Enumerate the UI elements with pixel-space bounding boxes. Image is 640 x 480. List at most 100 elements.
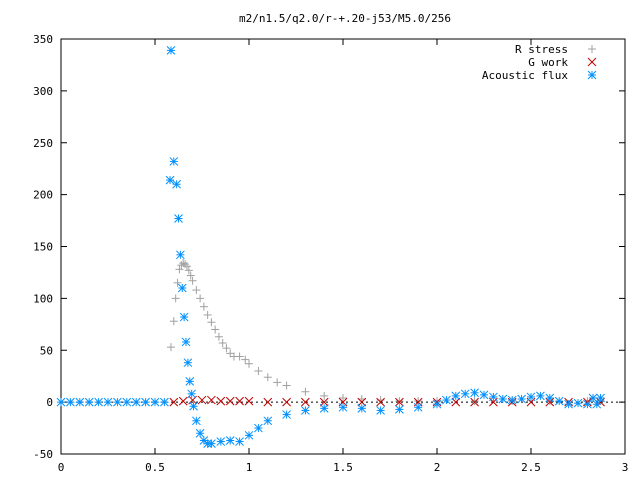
data-point	[187, 389, 197, 399]
data-point	[470, 397, 479, 407]
x-tick-label: 3	[622, 461, 629, 474]
x-tick-label: 2	[434, 461, 441, 474]
y-tick-label: 200	[33, 189, 53, 202]
data-point	[188, 276, 197, 285]
data-point	[214, 332, 223, 341]
data-point	[395, 397, 404, 407]
data-point	[470, 388, 479, 398]
data-point	[122, 397, 132, 407]
data-point	[222, 344, 231, 353]
data-point	[254, 367, 263, 375]
data-point	[113, 397, 122, 407]
data-point	[199, 302, 208, 311]
data-point	[442, 395, 451, 405]
y-tick-label: 50	[40, 344, 53, 357]
data-point	[207, 439, 216, 448]
series-g-work	[169, 395, 605, 407]
data-point	[178, 396, 188, 406]
data-point	[216, 437, 226, 446]
data-point	[244, 430, 254, 440]
data-point	[165, 175, 175, 185]
chart-title: m2/n1.5/q2.0/r-+.20-j53/M5.0/256	[239, 12, 451, 25]
data-point	[179, 312, 189, 322]
data-point	[536, 391, 545, 401]
data-point	[376, 406, 385, 415]
data-point	[498, 394, 508, 404]
x-tick-label: 0	[58, 461, 65, 474]
data-point	[176, 250, 185, 260]
data-point	[319, 403, 329, 413]
data-point	[460, 389, 470, 399]
data-point	[376, 397, 385, 407]
data-point	[189, 401, 198, 411]
data-point	[172, 179, 181, 189]
data-point	[273, 378, 282, 387]
data-point	[225, 396, 235, 406]
data-point	[184, 266, 193, 275]
data-point	[301, 387, 310, 396]
data-point	[171, 294, 180, 303]
data-point	[131, 397, 141, 407]
data-point	[183, 358, 193, 368]
series-acoustic-flux	[56, 46, 605, 448]
data-point	[181, 260, 190, 269]
y-tick-label: 0	[46, 396, 53, 409]
legend-label: Acoustic flux	[482, 69, 568, 82]
legend-label: G work	[528, 56, 568, 69]
data-point	[301, 406, 310, 415]
data-point	[241, 355, 250, 364]
data-point	[432, 399, 442, 409]
data-point	[338, 402, 348, 412]
data-point	[339, 393, 347, 402]
data-point	[94, 397, 103, 407]
data-point	[175, 265, 184, 274]
data-point	[263, 397, 273, 407]
data-point	[173, 278, 182, 287]
data-point	[207, 318, 216, 327]
data-point	[596, 393, 605, 403]
data-point	[470, 397, 479, 406]
data-point	[211, 325, 220, 334]
x-tick-label: 1.5	[333, 461, 353, 474]
data-point	[150, 397, 160, 407]
legend-marker	[587, 70, 597, 80]
data-point	[181, 337, 191, 347]
data-point	[451, 391, 461, 401]
data-point	[526, 392, 536, 402]
data-point	[263, 373, 272, 382]
y-tick-label: 250	[33, 137, 53, 150]
data-point	[218, 338, 227, 347]
data-point	[103, 397, 113, 407]
data-point	[319, 397, 329, 407]
data-point	[192, 416, 201, 426]
data-point	[507, 395, 517, 405]
data-point	[216, 396, 226, 406]
data-point	[573, 398, 583, 408]
x-tick-label: 1	[246, 461, 253, 474]
data-point	[545, 397, 555, 407]
data-point	[517, 394, 526, 404]
y-tick-label: 350	[33, 33, 53, 46]
data-point	[182, 262, 191, 271]
data-point	[141, 397, 150, 407]
data-point	[225, 436, 235, 445]
data-point	[56, 397, 66, 407]
series-r-stress	[166, 259, 605, 406]
data-point	[592, 399, 602, 409]
series-layer	[56, 46, 605, 448]
data-point	[195, 428, 205, 438]
data-point	[174, 214, 183, 223]
data-point	[376, 396, 385, 405]
x-tick-label: 2.5	[521, 461, 541, 474]
data-point	[196, 294, 205, 303]
legend-label: R stress	[515, 43, 568, 56]
y-tick-label: 150	[33, 241, 53, 254]
x-tick-label: 0.5	[145, 461, 165, 474]
legend-marker	[588, 45, 596, 53]
data-point	[282, 397, 291, 407]
data-point	[451, 397, 461, 407]
data-point	[545, 393, 555, 403]
data-point	[203, 310, 212, 319]
data-point	[169, 317, 178, 326]
